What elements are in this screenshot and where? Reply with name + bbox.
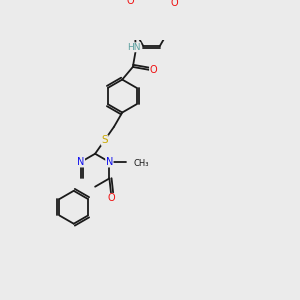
- Text: CH₃: CH₃: [134, 159, 149, 168]
- Text: O: O: [107, 194, 115, 203]
- Text: O: O: [150, 65, 157, 75]
- Text: N: N: [77, 157, 85, 167]
- Text: O: O: [170, 0, 178, 8]
- Text: N: N: [106, 157, 113, 167]
- Text: S: S: [101, 135, 108, 145]
- Text: HN: HN: [127, 43, 141, 52]
- Text: O: O: [126, 0, 134, 6]
